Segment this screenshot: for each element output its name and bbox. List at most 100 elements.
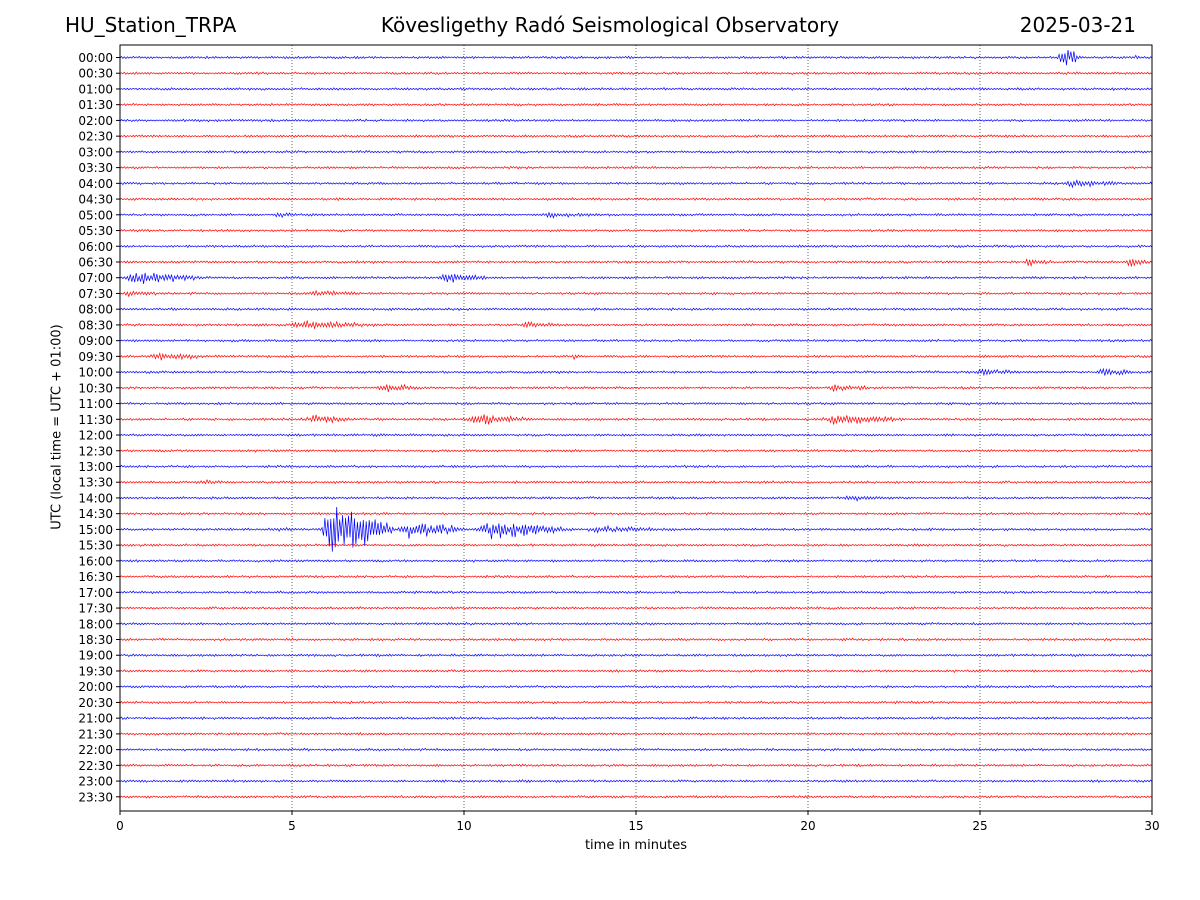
y-tick-label: 19:30 <box>78 664 113 678</box>
y-tick-label: 21:30 <box>78 727 113 741</box>
trace-2000 <box>119 684 1153 689</box>
station-name: HU_Station_TRPA <box>65 13 237 37</box>
y-tick-label: 12:00 <box>78 429 113 443</box>
y-tick-label: 01:00 <box>78 82 113 96</box>
trace-0600 <box>119 244 1153 249</box>
y-tick-label: 23:00 <box>78 775 113 789</box>
y-tick-label: 18:00 <box>78 617 113 631</box>
y-tick-label: 18:30 <box>78 633 113 647</box>
y-tick-label: 03:00 <box>78 145 113 159</box>
trace-0530 <box>119 228 1153 233</box>
y-tick-label: 10:00 <box>78 366 113 380</box>
x-tick-label: 10 <box>456 819 471 833</box>
trace-0930 <box>119 352 1153 361</box>
y-tick-label: 17:30 <box>78 602 113 616</box>
x-tick-label: 0 <box>116 819 124 833</box>
trace-0400 <box>119 179 1153 189</box>
trace-0300 <box>119 149 1153 154</box>
trace-1130 <box>119 414 1153 425</box>
trace-0100 <box>119 87 1153 91</box>
y-tick-label: 16:30 <box>78 570 113 584</box>
y-tick-label: 08:30 <box>78 318 113 332</box>
trace-0830 <box>119 320 1153 329</box>
y-tick-label: 01:30 <box>78 98 113 112</box>
y-tick-label: 20:00 <box>78 680 113 694</box>
x-axis-label: time in minutes <box>584 838 688 853</box>
trace-1800 <box>119 621 1153 626</box>
trace-0000 <box>119 49 1153 66</box>
trace-0730 <box>119 289 1153 298</box>
y-tick-label: 14:00 <box>78 491 113 505</box>
y-tick-label: 09:30 <box>78 350 113 364</box>
trace-0700 <box>119 272 1153 285</box>
trace-2330 <box>119 794 1153 799</box>
y-tick-label: 08:00 <box>78 303 113 317</box>
y-tick-label: 04:00 <box>78 177 113 191</box>
trace-1200 <box>119 433 1153 437</box>
chart-title: Kövesligethy Radó Seismological Observat… <box>380 13 840 37</box>
y-tick-label: 19:00 <box>78 649 113 663</box>
y-tick-label: 17:00 <box>78 586 113 600</box>
y-tick-label: 05:00 <box>78 208 113 222</box>
trace-1700 <box>119 590 1153 595</box>
y-tick-label: 09:00 <box>78 334 113 348</box>
trace-0500 <box>119 211 1153 219</box>
x-tick-label: 25 <box>972 819 987 833</box>
x-tick-label: 20 <box>800 819 815 833</box>
trace-1830 <box>119 637 1153 642</box>
trace-2200 <box>119 747 1153 752</box>
trace-0230 <box>119 134 1153 139</box>
trace-0030 <box>119 71 1153 76</box>
y-tick-label: 07:00 <box>78 271 113 285</box>
trace-0200 <box>119 118 1153 123</box>
trace-1330 <box>119 479 1153 485</box>
x-tick-label: 15 <box>628 819 643 833</box>
chart-date: 2025-03-21 <box>1019 13 1136 37</box>
x-tick-label: 5 <box>288 819 296 833</box>
trace-1300 <box>119 464 1153 469</box>
trace-0630 <box>119 258 1153 268</box>
y-tick-label: 07:30 <box>78 287 113 301</box>
y-tick-label: 21:00 <box>78 712 113 726</box>
y-tick-label: 22:30 <box>78 759 113 773</box>
trace-1930 <box>119 669 1153 673</box>
trace-0800 <box>119 307 1153 312</box>
trace-2030 <box>119 700 1153 705</box>
trace-1400 <box>119 495 1153 502</box>
trace-0900 <box>119 338 1153 343</box>
y-tick-label: 03:30 <box>78 161 113 175</box>
y-tick-label: 11:00 <box>78 397 113 411</box>
y-tick-label: 16:00 <box>78 554 113 568</box>
trace-1530 <box>119 543 1153 548</box>
y-tick-label: 12:30 <box>78 444 113 458</box>
trace-1030 <box>119 383 1153 392</box>
y-tick-label: 23:30 <box>78 790 113 804</box>
y-tick-label: 14:30 <box>78 507 113 521</box>
y-tick-label: 13:30 <box>78 476 113 490</box>
y-tick-label: 02:00 <box>78 114 113 128</box>
y-tick-label: 10:30 <box>78 381 113 395</box>
trace-1500 <box>119 506 1153 552</box>
trace-1230 <box>119 448 1153 453</box>
trace-2130 <box>119 731 1153 736</box>
trace-1100 <box>119 401 1153 406</box>
y-tick-label: 11:30 <box>78 413 113 427</box>
y-tick-label: 05:30 <box>78 224 113 238</box>
y-tick-label: 00:30 <box>78 67 113 81</box>
y-tick-label: 20:30 <box>78 696 113 710</box>
y-tick-label: 00:00 <box>78 51 113 65</box>
y-tick-label: 04:30 <box>78 193 113 207</box>
trace-1430 <box>119 511 1153 516</box>
y-tick-label: 06:30 <box>78 255 113 269</box>
trace-0330 <box>119 165 1153 170</box>
trace-1000 <box>119 367 1153 377</box>
trace-1900 <box>119 653 1153 658</box>
y-tick-label: 15:00 <box>78 523 113 537</box>
trace-2100 <box>119 716 1153 721</box>
x-tick-label: 30 <box>1144 819 1159 833</box>
trace-1600 <box>119 559 1153 563</box>
trace-0130 <box>119 102 1153 107</box>
trace-2300 <box>119 779 1153 783</box>
trace-1730 <box>119 606 1153 611</box>
